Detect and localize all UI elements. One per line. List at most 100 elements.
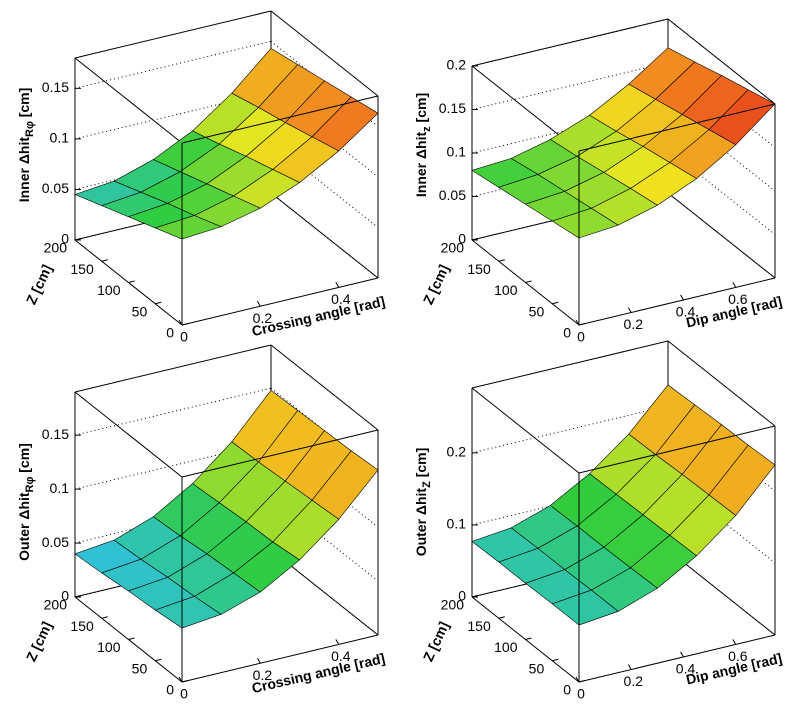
z-tick [552, 658, 559, 662]
x-tick [335, 639, 340, 645]
x-tick-label: 0.2 [624, 673, 644, 689]
box-edge [270, 344, 379, 431]
panel: 00.050.10.1505010015020000.20.4Crossing … [16, 10, 387, 345]
z-tick [578, 680, 586, 683]
y-tick-label: 0.1 [50, 130, 70, 146]
surface-patch [708, 444, 776, 516]
y-tick-label: 0.05 [42, 534, 69, 550]
surface-patch [311, 450, 379, 520]
z-tick-label: 50 [132, 660, 148, 676]
z-tick [525, 637, 532, 640]
box-edge [471, 340, 669, 389]
grid-line [667, 192, 776, 279]
grid-line [270, 192, 379, 279]
z-tick [101, 259, 108, 262]
box-edge [270, 10, 379, 97]
y-axis-label-part: [cm] [16, 443, 32, 476]
y-axis-label-part: Outer Δhit [413, 488, 429, 557]
y-tick-label: 0.15 [42, 426, 69, 442]
x-tick-label: 0.6 [728, 648, 748, 664]
x-tick-label: 0 [180, 329, 188, 345]
z-tick-label: 100 [494, 282, 518, 298]
box-edge [181, 95, 379, 144]
grid-line [74, 40, 272, 89]
z-axis-label: Z [cm] [420, 619, 452, 664]
box-edge [74, 57, 183, 144]
y-axis-label-part: Rφ [24, 476, 36, 492]
z-tick [525, 280, 532, 283]
x-tick [256, 300, 261, 307]
x-tick [575, 319, 580, 326]
grid-line [667, 549, 776, 636]
grid-line [471, 18, 669, 67]
grid-line [74, 91, 272, 140]
box-edge [471, 387, 580, 474]
z-tick-label: 200 [44, 597, 68, 613]
y-axis-label: Outer ΔhitRφ [cm] [16, 443, 36, 561]
y-tick-label: 0 [61, 588, 69, 604]
grid-line [270, 142, 379, 228]
box-edge [74, 344, 272, 393]
y-axis-label-part: Inner Δhit [413, 132, 429, 198]
grid-line [667, 18, 776, 105]
y-tick-label: 0 [458, 588, 466, 604]
x-tick-label: 0.2 [253, 310, 273, 326]
z-tick-label: 200 [441, 597, 465, 613]
z-tick-label: 200 [441, 240, 465, 256]
y-tick-label: 0 [61, 231, 69, 247]
y-tick-label: 0.1 [447, 516, 467, 532]
z-tick [181, 680, 189, 683]
box-edge [578, 103, 776, 152]
grid-line [667, 149, 776, 235]
x-tick [680, 651, 684, 658]
y-axis-label-part: Z [421, 481, 433, 488]
x-tick-label: 0 [577, 329, 585, 345]
z-tick [181, 323, 189, 326]
y-tick-label: 0 [458, 231, 466, 247]
x-tick-label: 0.2 [253, 667, 273, 683]
z-tick-label: 0 [166, 682, 174, 698]
x-axis [181, 277, 379, 326]
x-tick [732, 639, 737, 645]
z-tick-label: 50 [529, 660, 545, 676]
grid-line [270, 549, 379, 636]
x-axis [181, 634, 379, 683]
z-tick [578, 323, 586, 326]
x-tick [256, 657, 261, 664]
z-tick-label: 0 [563, 682, 571, 698]
x-tick [680, 294, 684, 301]
y-tick-label: 0.15 [42, 79, 69, 95]
y-tick-label: 0.15 [439, 100, 466, 116]
grid-line [270, 495, 379, 582]
z-tick-label: 100 [97, 282, 121, 298]
box-edge [181, 429, 379, 478]
y-tick-label: 0.1 [447, 144, 467, 160]
y-axis-label-part: Inner Δhit [16, 137, 32, 203]
grid-line [471, 405, 669, 454]
x-tick [178, 676, 183, 683]
z-tick-label: 50 [529, 303, 545, 319]
box-edge [578, 425, 776, 474]
x-tick-label: 0.2 [624, 316, 644, 332]
z-tick-label: 100 [97, 639, 121, 655]
z-tick [498, 616, 505, 619]
y-tick-label: 0.2 [447, 57, 467, 73]
x-tick [178, 319, 183, 326]
z-tick-label: 0 [166, 325, 174, 341]
x-tick-label: 0.4 [331, 291, 351, 307]
x-axis [578, 277, 776, 326]
z-tick-label: 200 [44, 240, 68, 256]
z-tick [552, 301, 559, 305]
grid-line [74, 441, 272, 490]
surface-patch [708, 89, 776, 146]
z-tick-label: 0 [563, 325, 571, 341]
z-axis-label: Z [cm] [420, 262, 452, 307]
x-tick [335, 282, 340, 288]
grid-line [74, 387, 272, 436]
z-tick [471, 595, 479, 598]
y-axis-label: Outer ΔhitZ [cm] [413, 448, 433, 557]
z-tick [128, 637, 135, 640]
z-tick [101, 616, 108, 619]
z-tick-label: 150 [70, 618, 94, 634]
